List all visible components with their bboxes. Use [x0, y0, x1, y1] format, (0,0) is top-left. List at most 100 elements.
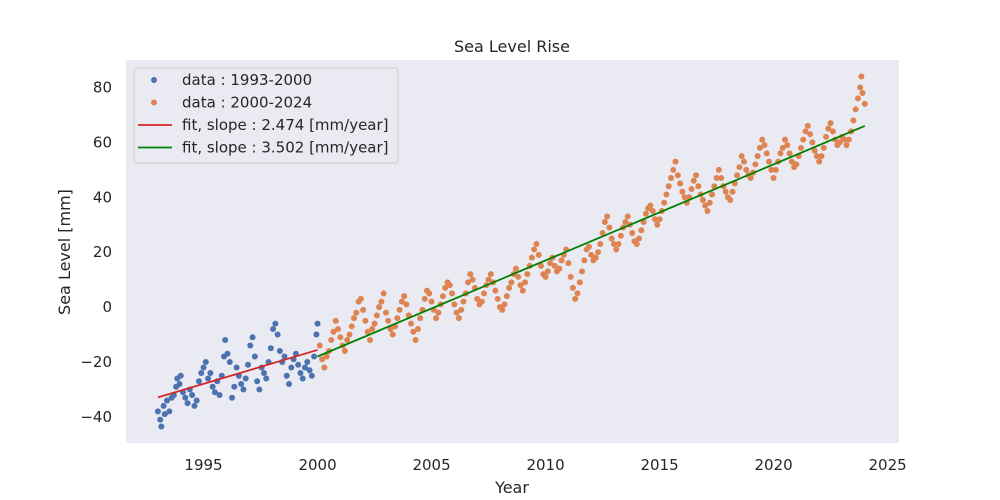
x-tick-label-2025: 2025	[869, 456, 907, 474]
data-point-s1-28	[380, 290, 387, 297]
data-point-s1-26	[376, 304, 383, 311]
data-point-s1-97	[538, 262, 545, 269]
data-point-s1-189	[747, 175, 754, 182]
data-point-s0-12	[177, 372, 184, 379]
data-point-s1-159	[679, 188, 686, 195]
legend-label-0: data : 1993-2000	[182, 71, 312, 89]
data-point-s1-109	[565, 260, 572, 267]
data-point-s1-114	[576, 279, 583, 286]
chart-title: Sea Level Rise	[454, 37, 570, 56]
data-point-s1-51	[433, 315, 440, 322]
data-point-s1-169	[702, 202, 709, 209]
data-point-s1-131	[615, 240, 622, 247]
legend-label-2: fit, slope : 2.474 [mm/year]	[182, 116, 389, 134]
data-point-s0-21	[198, 369, 205, 376]
data-point-s1-222	[823, 133, 830, 140]
data-point-s1-119	[588, 251, 595, 258]
data-point-s1-202	[777, 150, 784, 157]
data-point-s0-25	[207, 369, 214, 376]
data-point-s0-68	[304, 359, 311, 366]
data-point-s1-206	[786, 150, 793, 157]
data-point-s1-65	[465, 279, 472, 286]
data-point-s0-40	[240, 386, 247, 393]
data-point-s0-44	[249, 334, 256, 341]
data-point-s1-175	[715, 166, 722, 173]
data-point-s1-115	[579, 268, 586, 275]
data-point-s1-48	[426, 290, 433, 297]
data-point-s1-157	[674, 172, 681, 179]
data-point-s1-130	[613, 246, 620, 253]
data-point-s1-141	[638, 227, 645, 234]
data-point-s0-24	[205, 375, 212, 382]
data-point-s1-165	[693, 172, 700, 179]
data-point-s1-55	[442, 284, 449, 291]
data-point-s1-52	[435, 309, 442, 316]
data-point-s1-207	[788, 158, 795, 165]
data-point-s1-111	[569, 284, 576, 291]
data-point-s1-225	[829, 128, 836, 135]
x-tick-label-1995: 1995	[184, 456, 222, 474]
data-point-s0-59	[283, 372, 290, 379]
data-point-s1-112	[572, 295, 579, 302]
data-point-s1-27	[378, 298, 385, 305]
data-point-s1-148	[654, 221, 661, 228]
data-point-s1-103	[551, 262, 558, 269]
data-point-s1-220	[818, 153, 825, 160]
data-point-s1-217	[811, 147, 818, 154]
data-point-s0-37	[233, 364, 240, 371]
data-point-s1-95	[533, 240, 540, 247]
data-point-s0-65	[297, 369, 304, 376]
legend-frame	[133, 67, 399, 164]
data-point-s1-194	[759, 136, 766, 143]
data-point-s0-39	[238, 380, 245, 387]
data-point-s1-123	[597, 240, 604, 247]
y-tick-label-20: 20	[93, 243, 112, 261]
data-point-s1-212	[800, 136, 807, 143]
data-point-s1-44	[417, 315, 424, 322]
data-point-s0-47	[256, 386, 263, 393]
x-tick-label-2000: 2000	[298, 456, 336, 474]
data-point-s1-59	[451, 301, 458, 308]
data-point-s1-32	[389, 331, 396, 338]
data-point-s1-23	[369, 326, 376, 333]
data-point-s1-8	[335, 326, 342, 333]
data-point-s1-35	[396, 306, 403, 313]
data-point-s1-100	[544, 268, 551, 275]
data-point-s1-137	[629, 229, 636, 236]
data-point-s1-223	[825, 125, 832, 132]
data-point-s1-228	[836, 139, 843, 146]
data-point-s1-186	[740, 158, 747, 165]
data-point-s1-90	[522, 279, 529, 286]
data-point-s1-67	[469, 276, 476, 283]
data-point-s1-185	[738, 153, 745, 160]
data-point-s1-166	[695, 183, 702, 190]
data-point-s1-74	[485, 276, 492, 283]
data-point-s0-45	[251, 353, 258, 360]
data-point-s1-87	[515, 273, 522, 280]
data-point-s0-4	[161, 411, 168, 418]
legend-label-3: fit, slope : 3.502 [mm/year]	[182, 139, 389, 157]
data-point-s1-89	[519, 287, 526, 294]
data-point-s1-168	[699, 197, 706, 204]
y-tick-label-40: 40	[93, 188, 112, 206]
data-point-s0-32	[222, 337, 229, 344]
data-point-s1-149	[656, 216, 663, 223]
data-point-s1-196	[763, 150, 770, 157]
data-point-s1-140	[636, 235, 643, 242]
data-point-s1-37	[401, 293, 408, 300]
data-point-s1-237	[857, 84, 864, 91]
data-point-s0-35	[229, 394, 236, 401]
y-tick-label--40: −40	[80, 408, 112, 426]
data-point-s0-69	[306, 367, 313, 374]
data-point-s1-101	[547, 260, 554, 267]
data-point-s1-60	[453, 309, 460, 316]
x-tick-label-2010: 2010	[526, 456, 564, 474]
data-point-s1-19	[360, 306, 367, 313]
data-point-s0-3	[160, 402, 167, 409]
data-point-s1-129	[610, 240, 617, 247]
data-point-s1-94	[531, 246, 538, 253]
data-point-s1-84	[508, 279, 515, 286]
data-point-s1-1	[319, 356, 326, 363]
data-point-s0-29	[216, 391, 223, 398]
data-point-s1-178	[722, 188, 729, 195]
